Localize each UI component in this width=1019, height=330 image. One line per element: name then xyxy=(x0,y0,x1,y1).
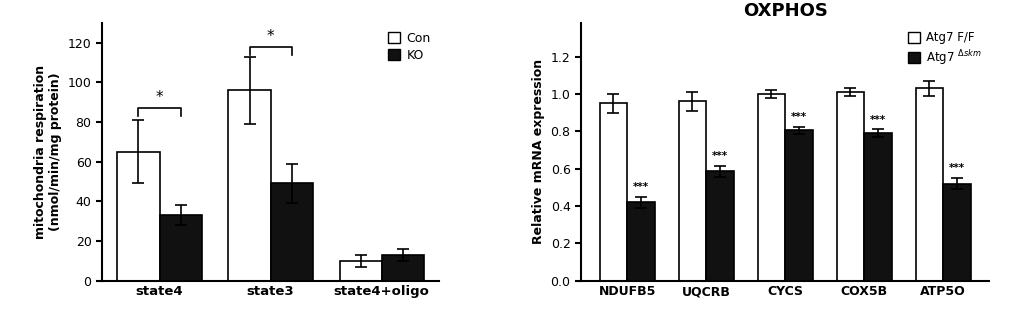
Bar xyxy=(836,92,863,280)
Bar xyxy=(339,261,381,280)
Bar xyxy=(915,88,943,280)
Bar xyxy=(270,183,313,280)
Text: ***: *** xyxy=(633,182,648,192)
Bar xyxy=(863,133,891,280)
Text: ***: *** xyxy=(869,115,886,125)
Bar xyxy=(757,94,785,280)
Bar xyxy=(705,171,733,280)
Y-axis label: Relative mRNA expression: Relative mRNA expression xyxy=(532,59,544,244)
Text: ***: *** xyxy=(790,112,806,122)
Y-axis label: mitochondria respiration
(nmol/min/mg protein): mitochondria respiration (nmol/min/mg pr… xyxy=(34,65,62,239)
Bar xyxy=(627,202,654,280)
Bar xyxy=(943,183,970,280)
Legend: Con, KO: Con, KO xyxy=(385,29,433,64)
Legend: Atg7 F/F, Atg7 $^{\Delta skm}$: Atg7 F/F, Atg7 $^{\Delta skm}$ xyxy=(905,29,982,69)
Text: ***: *** xyxy=(711,151,728,161)
Text: ***: *** xyxy=(948,163,964,173)
Title: OXPHOS: OXPHOS xyxy=(742,2,826,20)
Text: *: * xyxy=(267,29,274,44)
Bar xyxy=(159,215,202,280)
Bar xyxy=(678,101,705,280)
Bar xyxy=(599,103,627,280)
Bar xyxy=(381,255,424,280)
Text: *: * xyxy=(156,90,163,105)
Bar xyxy=(117,152,159,280)
Bar xyxy=(228,90,270,280)
Bar xyxy=(785,130,812,280)
